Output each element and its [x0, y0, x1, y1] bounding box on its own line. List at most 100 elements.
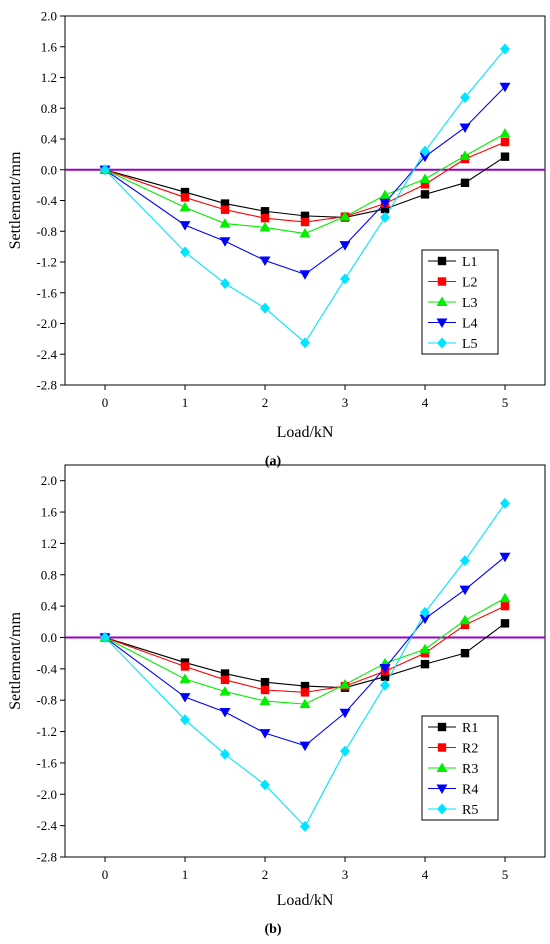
data-point-r5 — [500, 497, 510, 509]
data-point-r3 — [219, 686, 231, 696]
data-point-l3 — [419, 173, 431, 183]
series-line-r2 — [104, 605, 506, 693]
data-point-r5 — [340, 745, 350, 757]
data-point-r4 — [419, 614, 431, 625]
x-tick-label: 0 — [102, 867, 109, 882]
x-tick-label: 4 — [422, 395, 429, 410]
data-point-l2 — [260, 213, 270, 223]
data-point-r5 — [260, 779, 270, 791]
data-point-l1 — [180, 187, 190, 197]
data-point-l4 — [379, 198, 391, 209]
data-point-r2 — [300, 688, 310, 697]
y-tick-label: 1.6 — [41, 39, 58, 54]
data-point-l5 — [340, 273, 350, 285]
legend-label: L1 — [462, 255, 478, 270]
panel-a: 0 1 2 3 4 5 -2.8 -2.4 -2.0 -1.6 -1.2 -0.8 -0.4 0.0 0.4… — [7, 9, 546, 469]
series-line-r1 — [104, 622, 506, 689]
data-point-r3 — [419, 643, 431, 654]
data-point-r3 — [339, 679, 351, 689]
data-point-l4 — [219, 237, 231, 247]
y-tick-label: -2.4 — [36, 818, 57, 833]
data-point-r5 — [220, 748, 230, 760]
data-point-l1 — [420, 190, 430, 199]
legend-marker — [437, 803, 447, 815]
data-point-l1 — [500, 152, 510, 161]
data-point-l1 — [300, 211, 310, 221]
data-point-r2 — [500, 601, 510, 611]
x-tick-label: 3 — [342, 867, 349, 882]
y-tick-label: 0.4 — [41, 599, 58, 614]
data-point-r4 — [339, 708, 351, 719]
panel-caption: (b) — [264, 922, 281, 937]
data-point-l1 — [260, 207, 270, 216]
y-tick-label: -2.8 — [36, 378, 57, 393]
y-tick-label: -0.8 — [36, 224, 57, 239]
data-point-r5 — [460, 555, 470, 567]
data-point-r2 — [460, 620, 470, 630]
x-tick-label: 3 — [342, 395, 349, 410]
y-tick-label: -1.6 — [36, 755, 57, 770]
x-axis-label: Load/kN — [277, 892, 334, 909]
y-tick-label: 2.0 — [41, 473, 57, 488]
data-point-r5 — [180, 714, 190, 726]
x-tick-label: 1 — [182, 395, 189, 410]
legend-label: R5 — [462, 803, 478, 818]
data-point-l5 — [100, 164, 110, 176]
data-point-r2 — [260, 685, 270, 695]
data-point-l1 — [460, 178, 470, 188]
data-point-r4 — [459, 585, 471, 596]
data-point-l1 — [220, 199, 230, 208]
legend-label: L2 — [462, 276, 478, 291]
y-tick-label: 1.6 — [41, 505, 58, 520]
data-point-l2 — [220, 205, 230, 214]
legend-marker — [437, 337, 447, 349]
y-tick-label: 1.2 — [41, 70, 57, 85]
legend-marker — [437, 722, 447, 732]
y-tick-label: -1.2 — [36, 255, 57, 270]
data-point-l5 — [220, 278, 230, 290]
x-tick-label: 4 — [422, 867, 429, 882]
data-point-r5 — [300, 820, 310, 832]
data-point-l1 — [380, 204, 390, 214]
data-point-r1 — [420, 659, 430, 669]
x-tick-label: 1 — [182, 867, 189, 882]
y-tick-label: -2.8 — [36, 850, 57, 865]
data-point-l5 — [420, 145, 430, 157]
legend-label: R4 — [462, 783, 478, 798]
data-point-l3 — [499, 128, 511, 138]
data-point-l4 — [179, 221, 191, 231]
y-axis-label: Settlement/mm — [7, 151, 24, 249]
x-axis-label: Load/kN — [277, 424, 334, 441]
legend-marker — [437, 256, 447, 266]
legend-marker — [437, 743, 447, 752]
legend-label: L4 — [462, 317, 478, 332]
y-tick-label: 0.4 — [41, 132, 58, 147]
data-point-l3 — [339, 211, 351, 221]
data-point-l5 — [260, 302, 270, 314]
legend-marker — [436, 762, 448, 772]
legend-marker — [436, 784, 448, 794]
data-point-l4 — [339, 241, 351, 251]
data-point-r4 — [179, 693, 191, 703]
data-point-l4 — [499, 82, 511, 93]
data-point-l4 — [459, 123, 471, 133]
data-point-r4 — [219, 707, 231, 718]
y-tick-label: 0.8 — [41, 567, 57, 582]
data-point-l4 — [419, 152, 431, 163]
data-point-r1 — [460, 648, 470, 658]
legend-marker — [436, 296, 448, 306]
data-point-l3 — [219, 218, 231, 228]
series-line-r5 — [104, 503, 506, 828]
data-point-l2 — [500, 137, 510, 147]
data-point-r3 — [259, 695, 271, 705]
data-point-l3 — [259, 221, 271, 232]
y-tick-label: 0.0 — [41, 630, 57, 645]
data-point-r1 — [300, 681, 310, 691]
data-point-r3 — [299, 698, 311, 709]
y-tick-label: 0.0 — [41, 162, 57, 177]
y-tick-label: -1.2 — [36, 724, 57, 739]
series-line-l5 — [104, 48, 506, 344]
series-line-l2 — [104, 141, 506, 223]
legend-label: R3 — [462, 762, 478, 777]
y-tick-label: -0.4 — [36, 193, 57, 208]
